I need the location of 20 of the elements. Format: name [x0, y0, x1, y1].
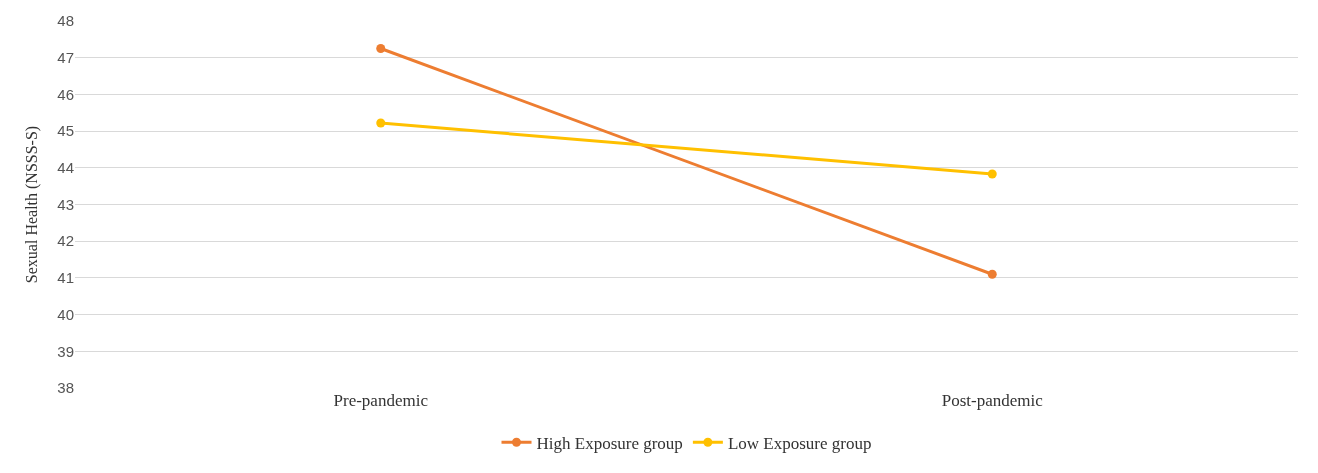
point: [376, 118, 386, 128]
y-tick-label: 44: [57, 159, 74, 177]
y-tick-label: 40: [57, 305, 74, 323]
y-tick-label: 42: [57, 232, 74, 250]
legend-label: Low Exposure group: [727, 433, 872, 453]
y-tick-label: 48: [57, 12, 74, 30]
x-tick-label: Pre-pandemic: [333, 391, 429, 410]
y-tick-label: 46: [57, 85, 74, 103]
legend-label: High Exposure group: [536, 433, 683, 453]
y-tick-label: 41: [57, 269, 74, 287]
point: [376, 44, 386, 54]
y-tick-label: 47: [57, 48, 74, 66]
y-tick-label: 38: [57, 379, 74, 397]
y-axis-title: Sexual Health (NSSS-S): [23, 125, 42, 284]
y-tick-label: 45: [57, 122, 74, 140]
point: [987, 269, 997, 279]
y-tick-label: 39: [57, 342, 74, 360]
point: [987, 169, 997, 179]
y-tick-label: 43: [57, 195, 74, 213]
x-tick-label: Post-pandemic: [941, 391, 1044, 410]
